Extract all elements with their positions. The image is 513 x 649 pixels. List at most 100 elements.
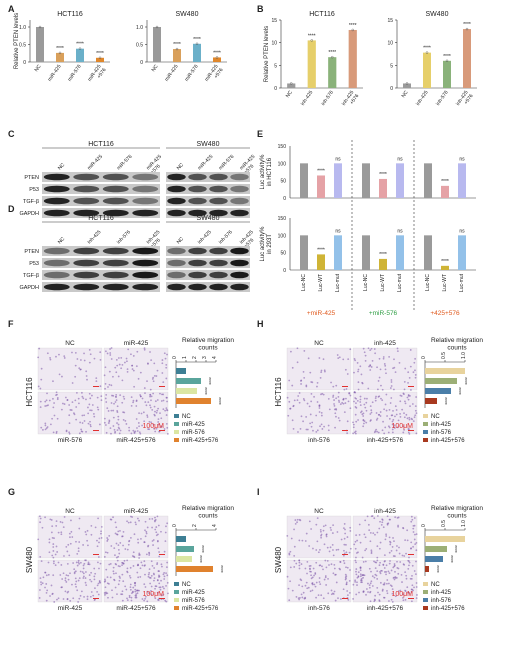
panel-I-cell bbox=[370, 549, 373, 552]
panel-G-cell bbox=[129, 576, 132, 579]
panel-I-cell bbox=[380, 524, 383, 526]
panel-G-cell bbox=[111, 589, 113, 592]
panel-G-cell bbox=[52, 574, 55, 577]
panel-I-cell bbox=[318, 577, 321, 579]
chart-B-hct116-xlabel-0: NC bbox=[285, 89, 294, 99]
panel-H-cell bbox=[354, 413, 357, 416]
panel-H-cell bbox=[389, 387, 392, 389]
panel-F-cell bbox=[153, 375, 156, 377]
panel-I-cell bbox=[342, 527, 345, 530]
chart-A-hct116-xlabel-0: NC bbox=[34, 63, 43, 73]
panel-I-cell bbox=[363, 533, 366, 536]
panel-H-cell bbox=[322, 393, 325, 396]
panel-I-cell bbox=[296, 521, 298, 524]
panel-G-cell bbox=[154, 528, 157, 531]
panel-I-cell bbox=[344, 578, 347, 581]
panel-I-cell bbox=[293, 554, 296, 557]
panel-I-cell bbox=[342, 554, 345, 557]
panel-I-cell bbox=[325, 535, 328, 538]
panel-I-cell bbox=[360, 577, 363, 580]
panel-I-cell bbox=[410, 600, 413, 603]
panel-F-cell bbox=[63, 355, 66, 358]
panel-I-cell bbox=[356, 576, 359, 579]
panel-G-cell bbox=[160, 563, 163, 566]
chart-A-hct116-point bbox=[38, 25, 42, 29]
panel-I-cell bbox=[327, 592, 330, 595]
panel-F-cell bbox=[85, 375, 88, 377]
panel-F-cell bbox=[88, 361, 91, 364]
panel-F-cell bbox=[83, 359, 86, 362]
panel-I-cell bbox=[410, 541, 413, 544]
panel-F-cell bbox=[156, 369, 159, 372]
panel-I-cell bbox=[411, 574, 413, 577]
panel-H-cell bbox=[298, 401, 301, 404]
panel-G-cell bbox=[97, 593, 100, 596]
chart-B-hct116-xlabel-3: inh-425+576 bbox=[341, 90, 361, 111]
panel-H-cell bbox=[408, 376, 411, 379]
panel-I-cell bbox=[313, 574, 315, 577]
panel-H-cell bbox=[369, 405, 372, 408]
panel-label-F: F bbox=[8, 319, 14, 329]
panel-H-cell bbox=[374, 352, 377, 355]
E-bar-top bbox=[441, 185, 449, 198]
panel-I-cell bbox=[318, 564, 321, 567]
panel-F-cell bbox=[76, 358, 79, 360]
blot-C-band bbox=[102, 173, 129, 181]
panel-I-cell bbox=[320, 594, 323, 597]
chart-A-hct116-sig-2: **** bbox=[76, 42, 84, 48]
panel-G-cell bbox=[38, 597, 41, 599]
panel-G-cell bbox=[99, 562, 102, 565]
panel-G-cell bbox=[61, 521, 64, 524]
E-sig-top: **** bbox=[317, 168, 325, 174]
panel-H-cell bbox=[362, 422, 365, 425]
panel-I-cell bbox=[362, 576, 364, 579]
panel-H-cell bbox=[362, 419, 365, 422]
panel-I-cell bbox=[319, 548, 321, 551]
panel-G-cell bbox=[150, 574, 153, 577]
panel-G-cell bbox=[83, 575, 85, 578]
panel-G-cell bbox=[51, 554, 54, 557]
panel-F-cell bbox=[75, 406, 78, 408]
E-bar-bottom bbox=[424, 235, 432, 270]
panel-F-cell bbox=[130, 432, 133, 435]
panel-F-cell bbox=[152, 376, 155, 379]
panel-I-cell bbox=[398, 546, 400, 549]
blot-D-band bbox=[167, 247, 186, 255]
panel-H-cell bbox=[315, 414, 318, 417]
panel-I-cell bbox=[370, 580, 373, 583]
panel-I-cell bbox=[386, 582, 388, 585]
blot-C-band bbox=[209, 197, 228, 205]
panel-F-cell bbox=[128, 429, 131, 432]
panel-G-cell bbox=[106, 540, 109, 542]
panel-H-legend-swatch bbox=[423, 438, 428, 442]
panel-H-cell bbox=[410, 417, 413, 420]
blot-D-band bbox=[188, 283, 207, 291]
panel-F-cell bbox=[164, 409, 167, 412]
panel-I-cell bbox=[339, 561, 342, 563]
panel-G-cell bbox=[66, 598, 69, 601]
panel-I-cell bbox=[348, 591, 351, 594]
panel-G-cell bbox=[51, 593, 54, 596]
panel-F-cell bbox=[163, 352, 166, 355]
panel-G-cell bbox=[62, 572, 65, 575]
blot-D-band bbox=[102, 259, 129, 267]
panel-F-cell bbox=[104, 366, 107, 369]
panel-G-cell bbox=[93, 578, 96, 581]
panel-F-cell bbox=[153, 362, 156, 365]
panel-G-cell bbox=[117, 530, 120, 533]
panel-I-cell bbox=[358, 523, 361, 526]
panel-I-cell bbox=[287, 587, 290, 590]
blot-C-lane-0-2: miR-576 bbox=[116, 154, 134, 172]
E-xcat: Luc-NC bbox=[301, 274, 307, 291]
chart-A-hct116-xlabel-3: miR-425+576 bbox=[87, 64, 108, 87]
panel-H-cell bbox=[415, 396, 417, 398]
panel-F-cell bbox=[127, 348, 130, 351]
panel-H-cell bbox=[377, 380, 380, 382]
panel-G-cell bbox=[156, 563, 158, 566]
panel-F-cell bbox=[91, 394, 93, 397]
panel-I-cell bbox=[306, 560, 309, 563]
panel-I-cell bbox=[326, 559, 329, 562]
panel-G-cell bbox=[60, 531, 63, 534]
panel-G-cell bbox=[129, 583, 132, 586]
panel-F-cell bbox=[37, 356, 40, 359]
